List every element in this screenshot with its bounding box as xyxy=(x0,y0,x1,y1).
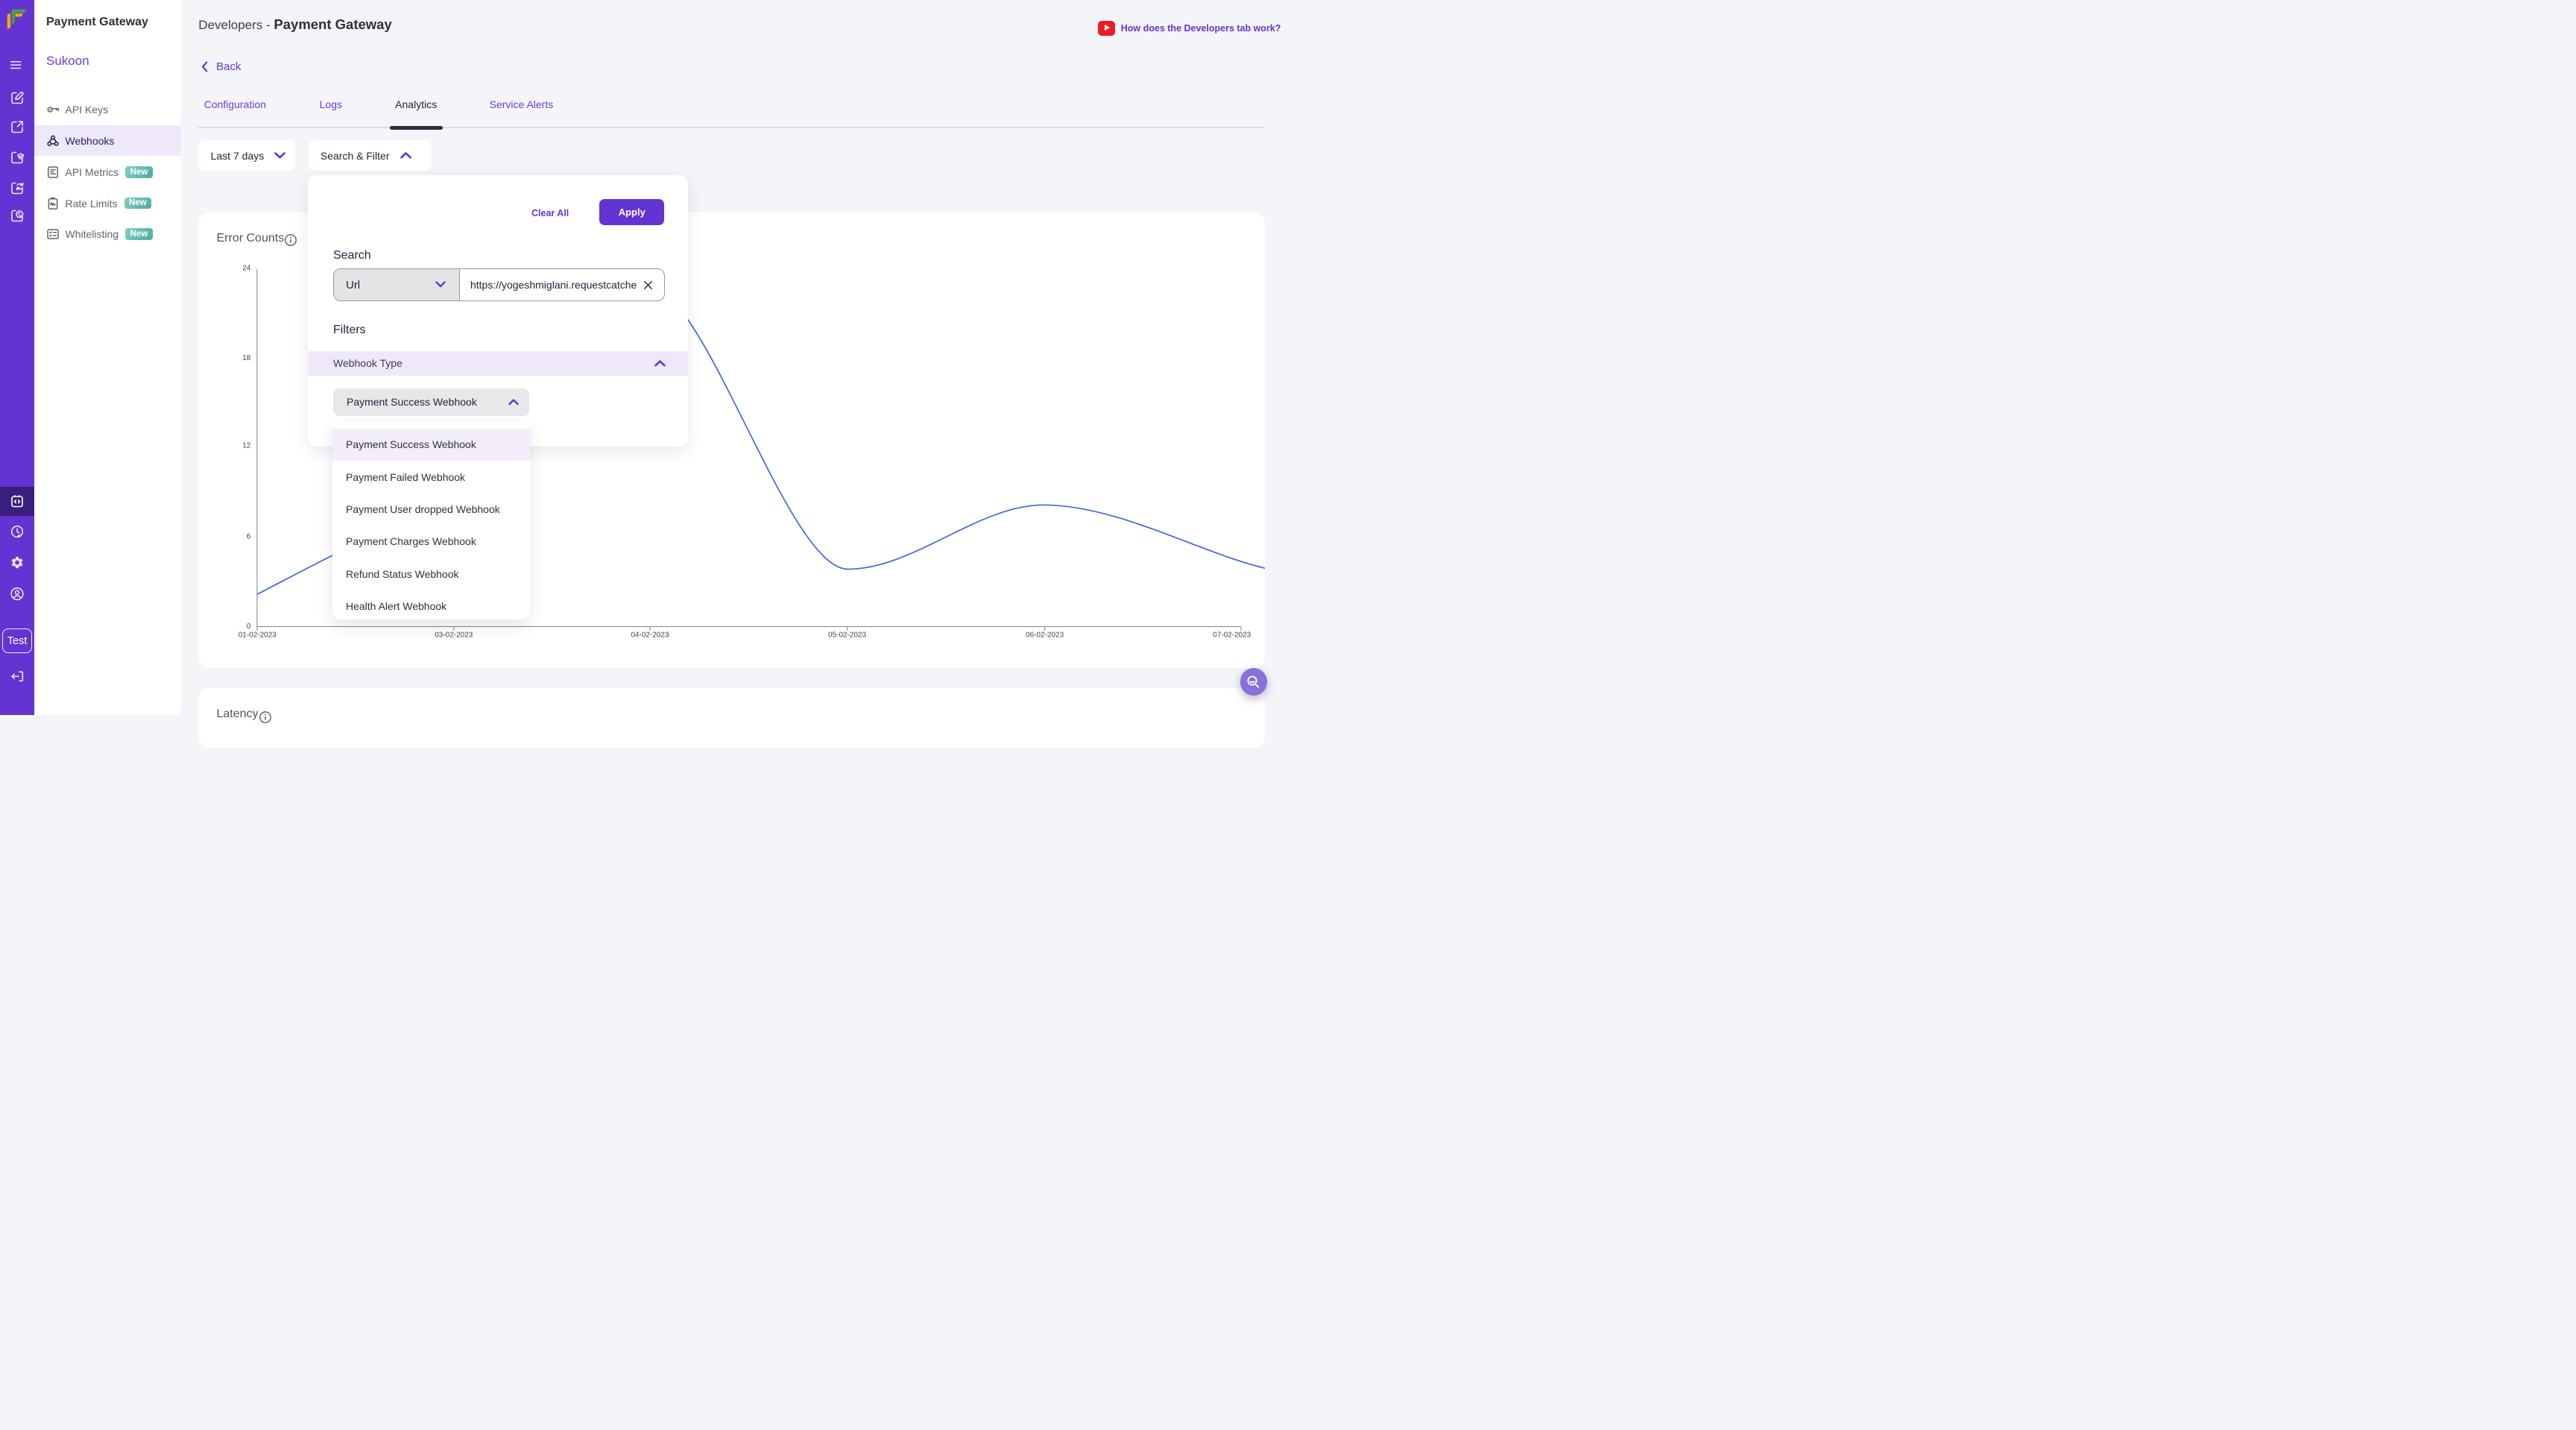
svg-text:24: 24 xyxy=(242,265,251,273)
svg-text:01-02-2023: 01-02-2023 xyxy=(239,631,277,639)
svg-text:6: 6 xyxy=(247,532,251,541)
svg-text:12: 12 xyxy=(242,441,251,450)
svg-text:18: 18 xyxy=(242,354,251,362)
svg-text:06-02-2023: 06-02-2023 xyxy=(1026,631,1064,639)
svg-text:0: 0 xyxy=(247,623,251,631)
svg-text:03-02-2023: 03-02-2023 xyxy=(435,631,473,639)
svg-text:04-02-2023: 04-02-2023 xyxy=(631,631,669,639)
svg-text:07-02-2023: 07-02-2023 xyxy=(1213,631,1251,639)
svg-text:05-02-2023: 05-02-2023 xyxy=(828,631,867,639)
